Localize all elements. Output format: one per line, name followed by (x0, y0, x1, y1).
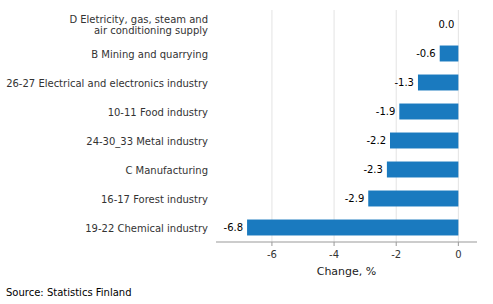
tick-mark (334, 242, 335, 246)
category-label: 10-11 Food industry (108, 106, 208, 117)
category-label: 16-17 Forest industry (101, 193, 208, 204)
data-labels: -6.8 -2.9 -2.3 -2.2 -1.9 -1.3 -0.6 0.0 (224, 19, 455, 233)
grid-line (334, 10, 335, 242)
tick-label: -4 (329, 249, 339, 260)
data-label: 0.0 (438, 19, 454, 30)
category-label-line: D Eletricity, gas, steam and (69, 13, 208, 24)
chart-container: 19-22 Chemical industry 16-17 Forest indu… (0, 0, 493, 304)
x-axis-ticks: -6 -4 -2 0 (267, 242, 462, 260)
bar (399, 104, 458, 120)
category-label-line: 24-30_33 Metal industry (86, 135, 208, 147)
tick-mark (458, 242, 459, 246)
category-label: 24-30_33 Metal industry (86, 135, 208, 147)
tick-mark (396, 242, 397, 246)
category-label-line: 16-17 Forest industry (101, 193, 208, 204)
category-label-line: air conditioning supply (94, 25, 208, 36)
annotation: Source: Statistics Finland (6, 287, 132, 298)
category-label: D Eletricity, gas, steam andair conditio… (69, 13, 208, 36)
category-label-line: C Manufacturing (125, 164, 208, 175)
data-label: -0.6 (416, 48, 436, 59)
category-label: 19-22 Chemical industry (85, 222, 208, 233)
bar (247, 220, 458, 236)
category-label: B Mining and quarrying (91, 48, 208, 59)
x-axis-title: Change, % (317, 265, 377, 278)
bar (440, 46, 459, 62)
category-label-line: B Mining and quarrying (91, 48, 208, 59)
grid-line (458, 10, 459, 242)
data-label: -6.8 (224, 222, 244, 233)
x-axis-line (216, 242, 477, 243)
bar (387, 162, 458, 178)
data-label: -1.3 (394, 77, 414, 88)
data-label: -2.2 (366, 135, 386, 146)
bars (247, 46, 458, 236)
y-axis-labels: 19-22 Chemical industry 16-17 Forest indu… (6, 13, 208, 233)
data-label: -2.3 (363, 164, 383, 175)
tick-label: -6 (267, 249, 277, 260)
category-label-line: 10-11 Food industry (108, 106, 208, 117)
category-label-line: 26-27 Electrical and electronics industr… (6, 77, 208, 88)
category-label: C Manufacturing (125, 164, 208, 175)
category-label-line: 19-22 Chemical industry (85, 222, 208, 233)
data-label: -2.9 (345, 193, 365, 204)
bar (458, 17, 459, 33)
tick-label: -2 (391, 249, 401, 260)
grid (272, 10, 458, 242)
bar (418, 75, 458, 91)
category-label: 26-27 Electrical and electronics industr… (6, 77, 208, 88)
grid-line (271, 10, 272, 242)
tick-label: 0 (455, 249, 461, 260)
grid-line (396, 10, 397, 242)
bar (368, 191, 458, 207)
data-label: -1.9 (376, 106, 396, 117)
chart: 19-22 Chemical industry 16-17 Forest indu… (0, 0, 493, 304)
tick-mark (271, 242, 272, 246)
bar (390, 133, 458, 149)
